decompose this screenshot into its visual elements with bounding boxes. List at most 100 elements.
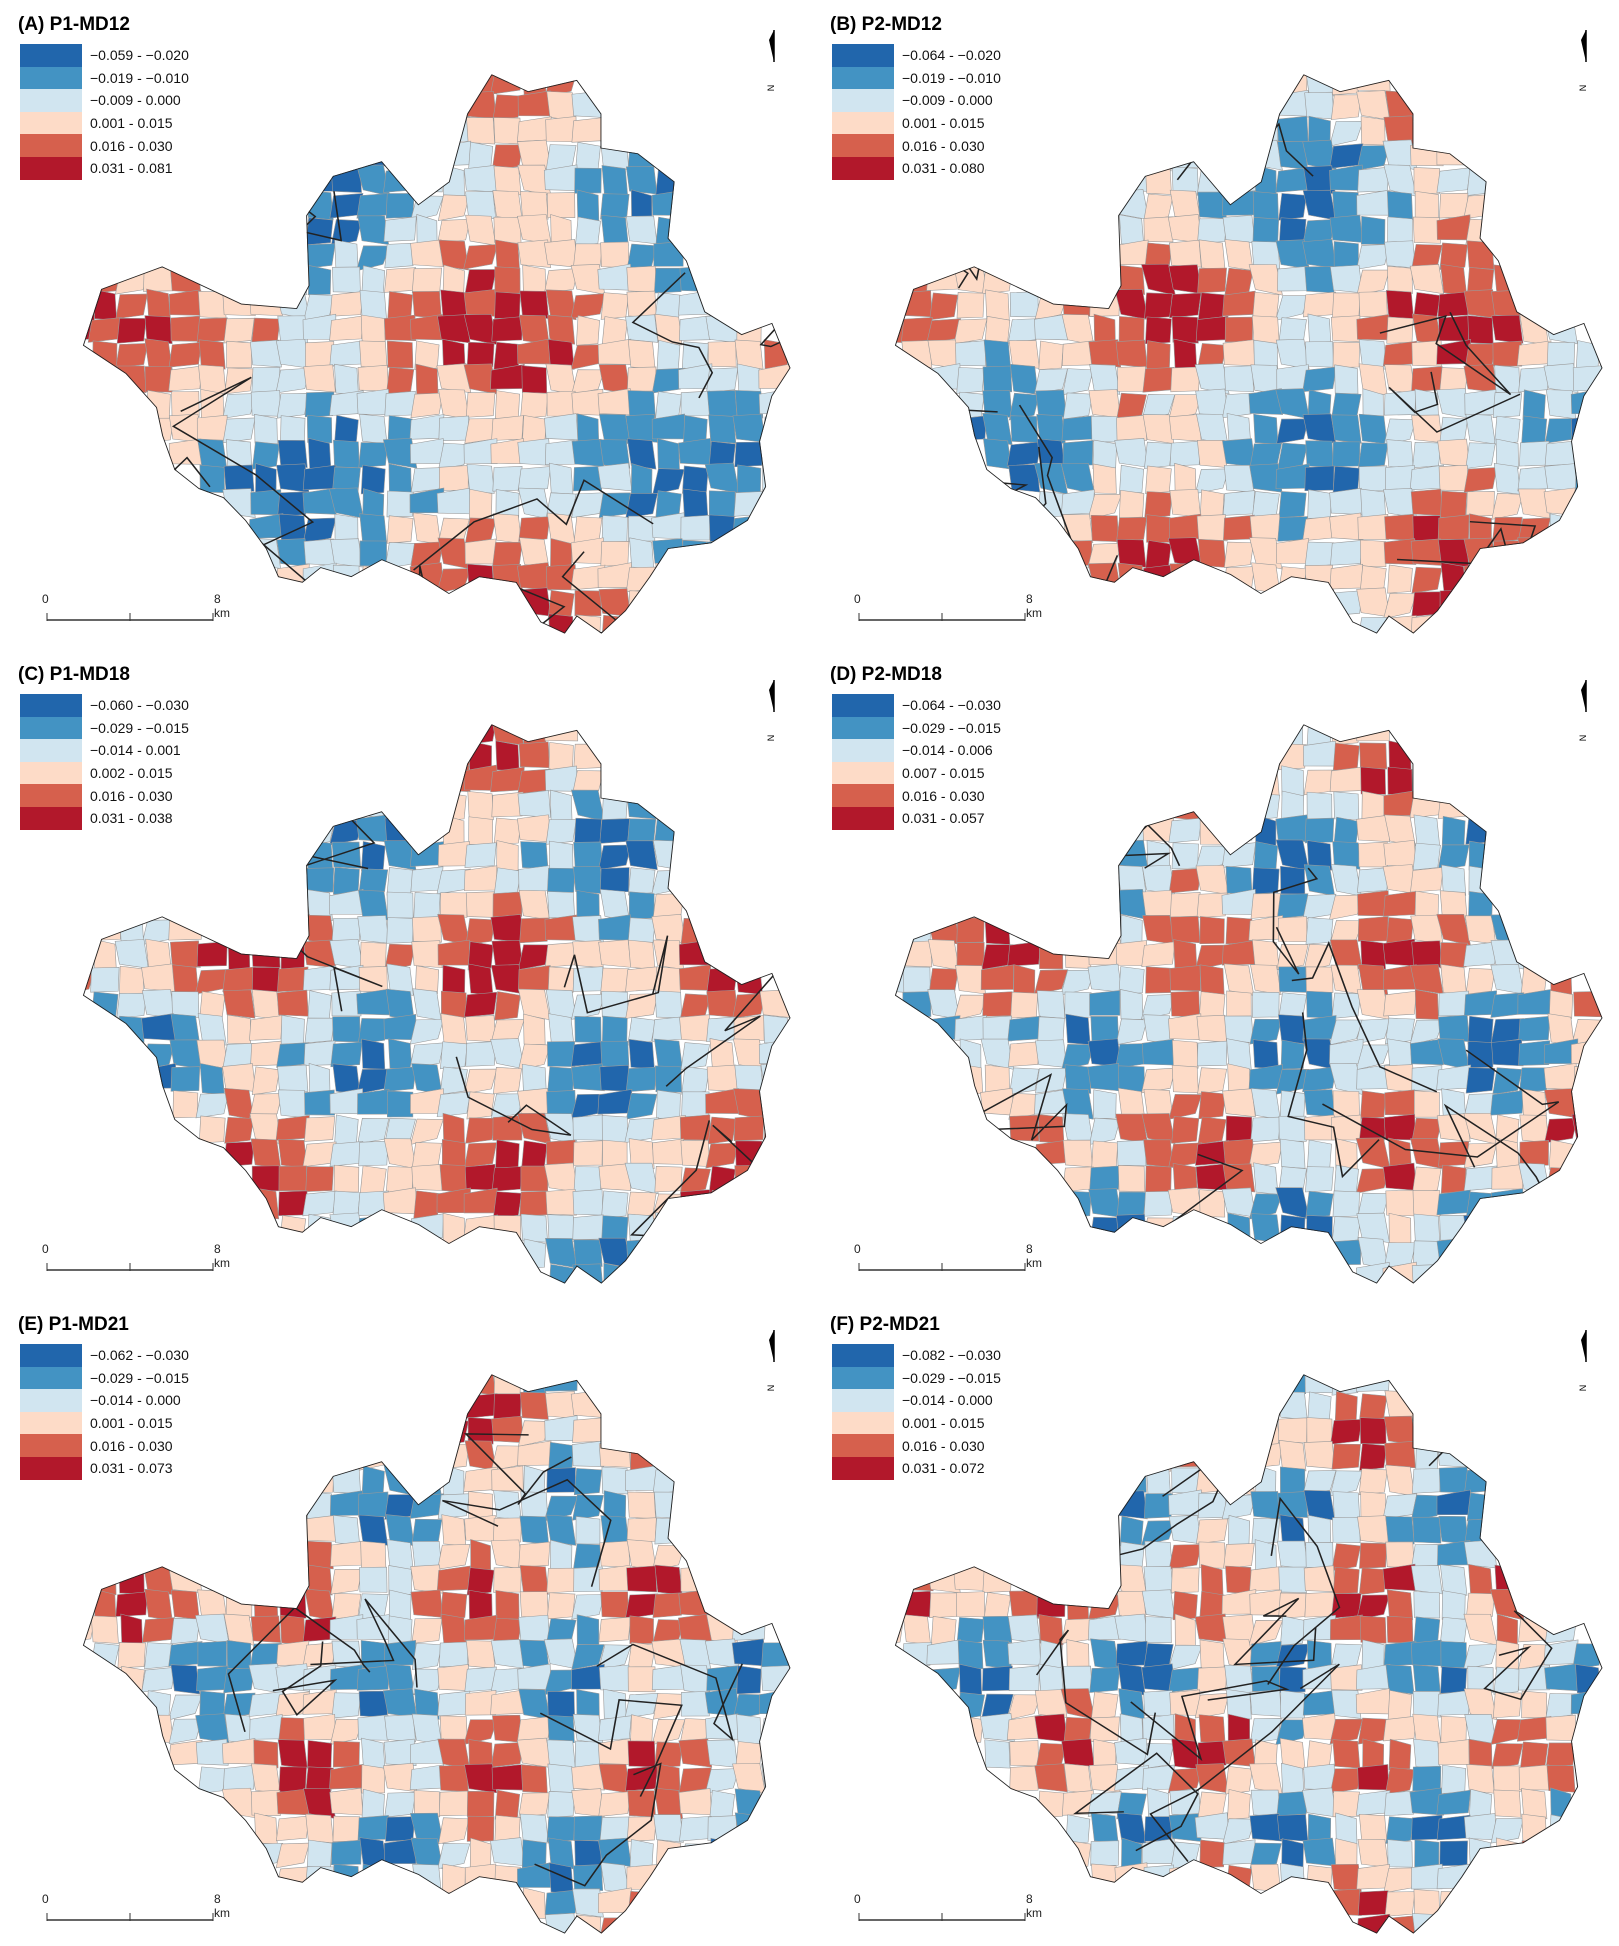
district-polygon: [1467, 1040, 1494, 1068]
district-polygon: [388, 1038, 413, 1071]
district-polygon: [222, 966, 256, 993]
district-polygon: [492, 1067, 522, 1094]
district-polygon: [599, 818, 631, 844]
district-polygon: [1307, 313, 1332, 346]
district-polygon: [1007, 941, 1042, 967]
district-polygon: [1227, 1514, 1251, 1547]
district-polygon: [1356, 314, 1390, 341]
district-polygon: [275, 1115, 310, 1141]
district-polygon: [953, 318, 988, 345]
district-polygon: [411, 1164, 443, 1191]
district-polygon: [490, 1837, 525, 1867]
district-polygon: [547, 589, 575, 620]
district-polygon: [493, 817, 522, 846]
legend-label: −0.014 - 0.001: [90, 742, 181, 759]
district-polygon: [436, 1091, 471, 1118]
district-polygon: [384, 242, 416, 269]
district-polygon: [1143, 193, 1174, 222]
panel-title: (F) P2-MD21: [830, 1314, 940, 1335]
panel-title: (E) P1-MD21: [18, 1314, 129, 1335]
district-polygon: [411, 940, 443, 969]
district-polygon: [168, 438, 202, 465]
district-polygon: [1145, 966, 1172, 994]
district-polygon: [707, 1116, 737, 1145]
legend-item: −0.029 - −0.015: [832, 1366, 1001, 1390]
district-polygon: [357, 1018, 389, 1044]
district-polygon: [442, 964, 466, 995]
district-polygon: [1358, 465, 1388, 492]
district-polygon: [253, 1739, 279, 1769]
district-polygon: [1496, 1613, 1518, 1646]
district-polygon: [463, 244, 499, 270]
district-polygon: [1118, 1065, 1146, 1093]
district-polygon: [463, 991, 498, 1018]
district-polygon: [1410, 488, 1443, 516]
district-polygon: [1062, 368, 1094, 396]
district-polygon: [1116, 1812, 1147, 1845]
district-polygon: [412, 1464, 442, 1497]
district-polygon: [494, 390, 520, 420]
district-polygon: [468, 816, 493, 845]
district-polygon: [543, 1495, 579, 1522]
district-border: [1233, 1597, 1317, 1666]
district-polygon: [1090, 514, 1119, 543]
district-polygon: [1251, 562, 1281, 595]
district-polygon: [1197, 1067, 1228, 1095]
district-polygon: [1087, 542, 1123, 569]
legend-label: 0.001 - 0.015: [90, 1415, 173, 1432]
district-polygon: [1333, 241, 1359, 269]
district-polygon: [927, 939, 960, 971]
district-polygon: [1092, 1089, 1117, 1119]
district-polygon: [384, 943, 416, 971]
legend-label: 0.016 - 0.030: [90, 137, 173, 154]
district-polygon: [1250, 1491, 1282, 1520]
district-polygon: [1169, 292, 1202, 319]
district-polygon: [308, 1062, 331, 1096]
district-polygon: [464, 724, 497, 746]
district-polygon: [1302, 189, 1337, 221]
district-polygon: [412, 1863, 442, 1893]
district-polygon: [1250, 1415, 1281, 1446]
district-polygon: [680, 918, 710, 945]
legend-item: 0.031 - 0.038: [20, 806, 189, 830]
district-polygon: [956, 367, 985, 394]
district-polygon: [252, 1187, 280, 1220]
district-polygon: [1116, 1792, 1147, 1820]
district-polygon: [280, 415, 306, 444]
district-polygon: [1383, 1415, 1417, 1446]
district-polygon: [383, 1688, 418, 1719]
district-polygon: [1007, 1638, 1042, 1666]
district-polygon: [1144, 491, 1173, 519]
district-polygon: [547, 1691, 575, 1718]
district-polygon: [1519, 1140, 1549, 1166]
district-polygon: [492, 1191, 522, 1219]
district-polygon: [627, 590, 656, 618]
district-polygon: [467, 941, 494, 971]
district-polygon: [1114, 1613, 1149, 1643]
district-polygon: [624, 1693, 659, 1719]
district-polygon: [1412, 1190, 1441, 1217]
district-polygon: [304, 819, 335, 847]
district-polygon: [1303, 943, 1336, 971]
district-polygon: [1302, 413, 1337, 444]
district-polygon: [1008, 392, 1040, 421]
district-polygon: [625, 493, 658, 519]
legend-swatch: [832, 784, 894, 807]
district-polygon: [1223, 1543, 1255, 1569]
district-polygon: [224, 1117, 254, 1144]
district-polygon: [495, 1139, 520, 1169]
district-polygon: [332, 1515, 361, 1546]
district-polygon: [1168, 867, 1202, 894]
district-polygon: [627, 515, 656, 542]
district-polygon: [955, 340, 986, 367]
district-polygon: [1038, 1614, 1064, 1646]
scale-label-start: 0: [854, 1892, 861, 1906]
district-polygon: [1302, 1470, 1337, 1496]
district-polygon: [1013, 964, 1036, 996]
district-polygon: [168, 1694, 203, 1721]
district-polygon: [1332, 341, 1360, 368]
district-polygon: [1062, 392, 1093, 420]
district-polygon: [1468, 1563, 1493, 1596]
district-polygon: [1360, 1491, 1386, 1520]
north-label: N: [1578, 735, 1588, 742]
